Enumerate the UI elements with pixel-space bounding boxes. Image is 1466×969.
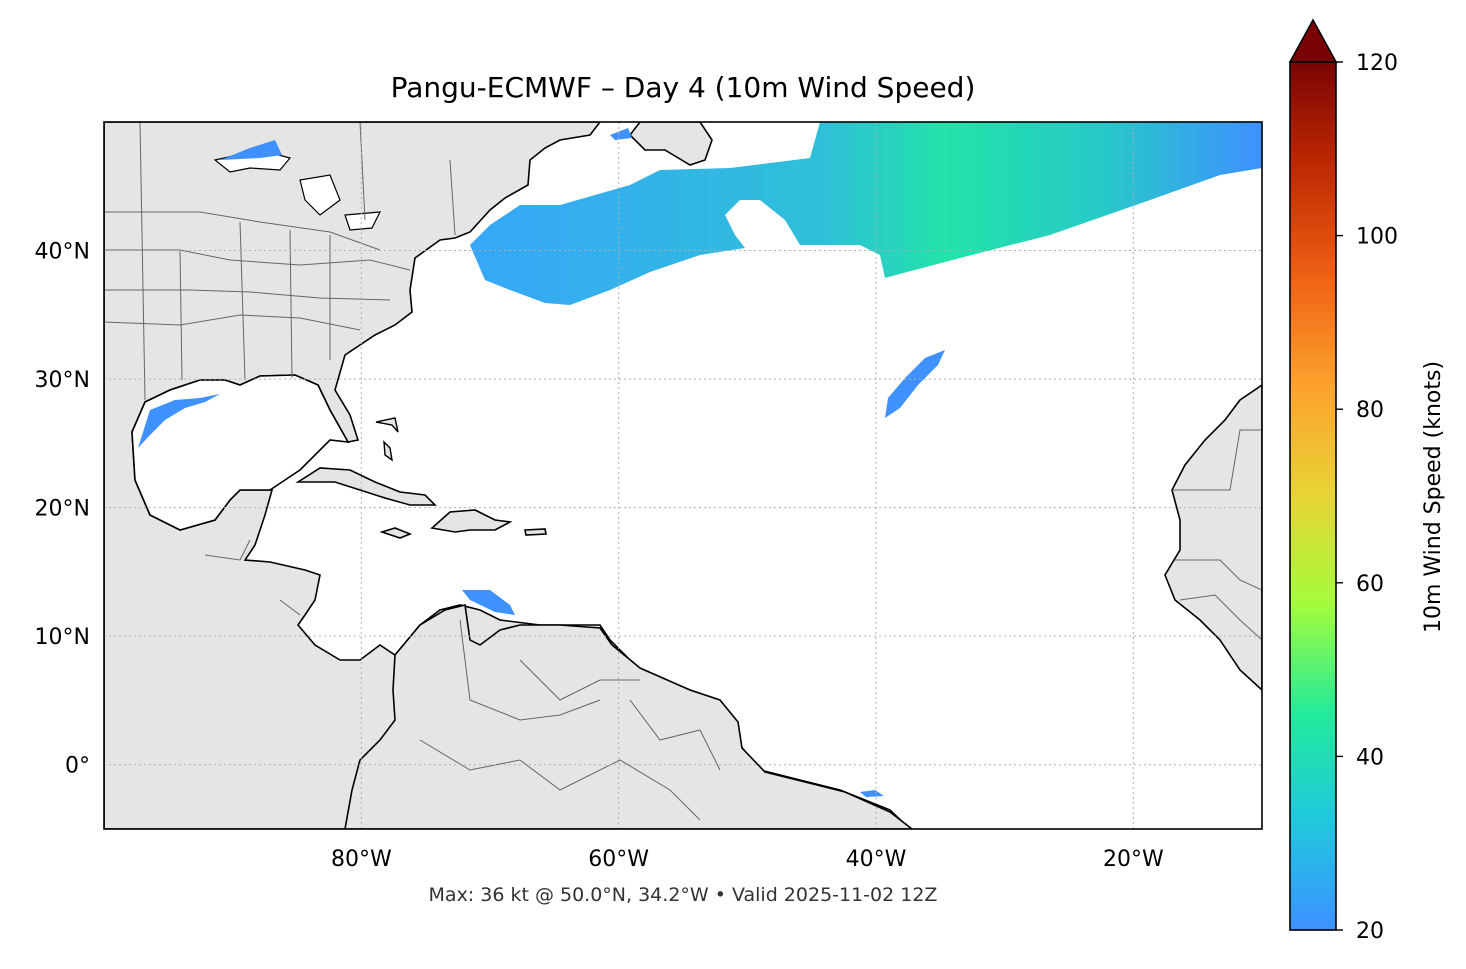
colorbar-tick-label: 60 xyxy=(1356,572,1384,597)
lat-tick-label: 40°N xyxy=(35,240,90,265)
wind-region-mid-atlantic-streak xyxy=(885,350,945,418)
colorbar-extend-arrow xyxy=(1288,18,1338,63)
colorbar-ticks: 20 40 60 80 100 120 xyxy=(1336,51,1398,944)
longitude-labels: 80°W 60°W 40°W 20°W xyxy=(331,847,1164,872)
wind-region-caribbean xyxy=(462,590,515,615)
lat-tick-label: 30°N xyxy=(35,368,90,393)
wind-region-equatorial-speck xyxy=(860,790,884,797)
cuba-island xyxy=(295,467,437,506)
lon-tick-label: 20°W xyxy=(1103,847,1164,872)
south-america-land xyxy=(344,604,914,829)
colorbar-gradient xyxy=(1289,61,1337,931)
lon-tick-label: 80°W xyxy=(331,847,392,872)
colorbar-tick-label: 80 xyxy=(1356,398,1384,423)
wind-region-gulf-of-st-lawrence xyxy=(610,128,632,140)
lat-tick-label: 10°N xyxy=(35,625,90,650)
africa-land xyxy=(1164,384,1262,692)
map-gridlines xyxy=(104,122,1262,829)
colorbar-tick-label: 40 xyxy=(1356,745,1384,770)
wind-region-great-lakes xyxy=(220,140,282,160)
puerto-rico-island xyxy=(524,528,547,536)
wind-region-north-atlantic-jet xyxy=(470,122,1262,305)
hispaniola-island xyxy=(430,509,513,533)
jamaica-island xyxy=(379,527,413,539)
lat-tick-label: 20°N xyxy=(35,497,90,522)
lon-tick-label: 40°W xyxy=(846,847,907,872)
wind-speed-field xyxy=(138,122,1262,797)
lat-tick-label: 0° xyxy=(65,754,90,779)
wind-region-gulf-of-mexico xyxy=(138,394,220,448)
bahamas-islands xyxy=(375,417,399,462)
map-frame xyxy=(103,121,1263,830)
colorbar: 20 40 60 80 100 120 10m Wind Speed (knots) xyxy=(1288,18,1446,944)
footer-caption: Max: 36 kt @ 50.0°N, 34.2°W • Valid 2025… xyxy=(428,884,938,906)
colorbar-tick-label: 100 xyxy=(1356,225,1398,250)
colorbar-tick-label: 120 xyxy=(1356,51,1398,76)
lon-tick-label: 60°W xyxy=(588,847,649,872)
colorbar-tick-label: 20 xyxy=(1356,919,1384,944)
chart-title: Pangu-ECMWF – Day 4 (10m Wind Speed) xyxy=(390,71,976,104)
colorbar-label: 10m Wind Speed (knots) xyxy=(1421,361,1446,633)
latitude-labels: 0° 10°N 20°N 30°N 40°N xyxy=(35,240,90,779)
newfoundland-island xyxy=(628,122,713,166)
gulf-of-mexico-water xyxy=(131,374,350,531)
